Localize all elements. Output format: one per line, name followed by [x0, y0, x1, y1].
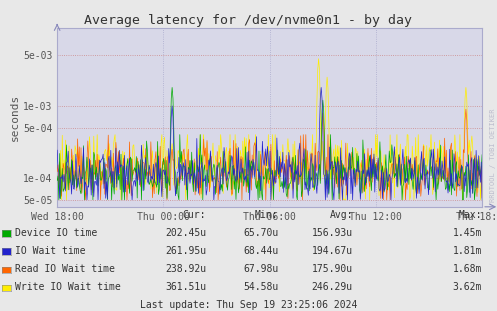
Text: Last update: Thu Sep 19 23:25:06 2024: Last update: Thu Sep 19 23:25:06 2024	[140, 300, 357, 310]
Text: Cur:: Cur:	[183, 210, 206, 220]
Text: 67.98u: 67.98u	[243, 264, 278, 274]
Text: 238.92u: 238.92u	[165, 264, 206, 274]
Text: 246.29u: 246.29u	[312, 282, 353, 292]
Text: 1.68m: 1.68m	[453, 264, 482, 274]
Text: 1.45m: 1.45m	[453, 228, 482, 238]
Text: 54.58u: 54.58u	[243, 282, 278, 292]
Text: 68.44u: 68.44u	[243, 246, 278, 256]
Text: IO Wait time: IO Wait time	[15, 246, 85, 256]
Text: 202.45u: 202.45u	[165, 228, 206, 238]
Text: 175.90u: 175.90u	[312, 264, 353, 274]
Text: Min:: Min:	[255, 210, 278, 220]
Text: 156.93u: 156.93u	[312, 228, 353, 238]
Text: 1.81m: 1.81m	[453, 246, 482, 256]
Text: Average latency for /dev/nvme0n1 - by day: Average latency for /dev/nvme0n1 - by da…	[84, 14, 413, 27]
Text: 194.67u: 194.67u	[312, 246, 353, 256]
Text: Avg:: Avg:	[330, 210, 353, 220]
Text: Max:: Max:	[459, 210, 482, 220]
Text: 361.51u: 361.51u	[165, 282, 206, 292]
Text: Read IO Wait time: Read IO Wait time	[15, 264, 115, 274]
Text: RRDTOOL / TOBI OETIKER: RRDTOOL / TOBI OETIKER	[490, 109, 496, 202]
Text: 3.62m: 3.62m	[453, 282, 482, 292]
Text: Write IO Wait time: Write IO Wait time	[15, 282, 121, 292]
Y-axis label: seconds: seconds	[10, 94, 20, 141]
Text: Device IO time: Device IO time	[15, 228, 97, 238]
Text: 261.95u: 261.95u	[165, 246, 206, 256]
Text: 65.70u: 65.70u	[243, 228, 278, 238]
